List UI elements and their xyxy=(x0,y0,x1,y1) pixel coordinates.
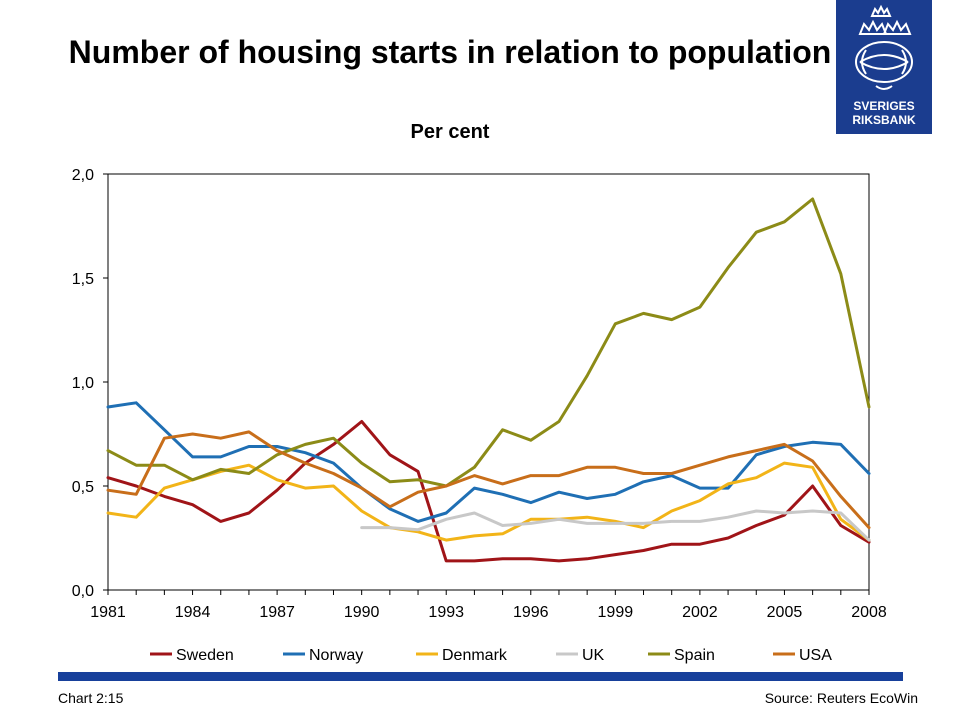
x-tick-label: 1987 xyxy=(259,604,295,621)
y-tick-label: 1,5 xyxy=(72,271,94,288)
riksbank-crest-icon: SVERIGES RIKSBANK xyxy=(852,4,916,127)
legend-label-norway: Norway xyxy=(309,647,363,664)
x-tick-label: 2005 xyxy=(767,604,803,621)
chart-number: Chart 2:15 xyxy=(58,690,124,706)
series-line-uk xyxy=(360,509,871,542)
series-line-sweden xyxy=(106,420,871,563)
logo-text-line2: RIKSBANK xyxy=(852,113,916,127)
riksbank-logo: SVERIGES RIKSBANK xyxy=(836,0,932,134)
y-tick-label: 1,0 xyxy=(72,375,94,392)
series-line-norway xyxy=(106,401,871,523)
chart-title: Number of housing starts in relation to … xyxy=(68,34,832,70)
chart-axes: 0,0 0,5 1,0 1,5 2,0 1981 1984 1987 1990 1993 1996 1… xyxy=(72,167,887,621)
x-tick-label: 1984 xyxy=(175,604,211,621)
y-tick-label: 0,0 xyxy=(72,583,94,600)
series-line-denmark xyxy=(106,461,871,542)
x-tick-label: 1996 xyxy=(513,604,549,621)
series-line-usa xyxy=(106,430,871,530)
x-tick-label: 2008 xyxy=(851,604,887,621)
x-tick-label: 1999 xyxy=(598,604,634,621)
legend-label-denmark: Denmark xyxy=(442,647,508,664)
x-tick-label: 1981 xyxy=(90,604,126,621)
legend-label-spain: Spain xyxy=(674,647,715,664)
y-tick-label: 2,0 xyxy=(72,167,94,184)
line-chart: 0,0 0,5 1,0 1,5 2,0 1981 1984 1987 1990 1993 1996 1… xyxy=(72,167,887,664)
x-tick-label: 1990 xyxy=(344,604,380,621)
chart-legend: Sweden Norway Denmark UK Spain USA xyxy=(150,647,832,664)
x-tick-label: 1993 xyxy=(428,604,464,621)
chart-series xyxy=(106,197,871,563)
bottom-divider-bar xyxy=(58,672,903,681)
legend-label-uk: UK xyxy=(582,647,605,664)
series-line-spain xyxy=(106,197,871,488)
logo-text-line1: SVERIGES xyxy=(853,99,914,113)
legend-label-usa: USA xyxy=(799,647,832,664)
source-note: Source: Reuters EcoWin xyxy=(764,690,918,706)
y-tick-label: 0,5 xyxy=(72,479,94,496)
legend-label-sweden: Sweden xyxy=(176,647,234,664)
chart-subtitle: Per cent xyxy=(410,121,490,143)
x-tick-label: 2002 xyxy=(682,604,718,621)
